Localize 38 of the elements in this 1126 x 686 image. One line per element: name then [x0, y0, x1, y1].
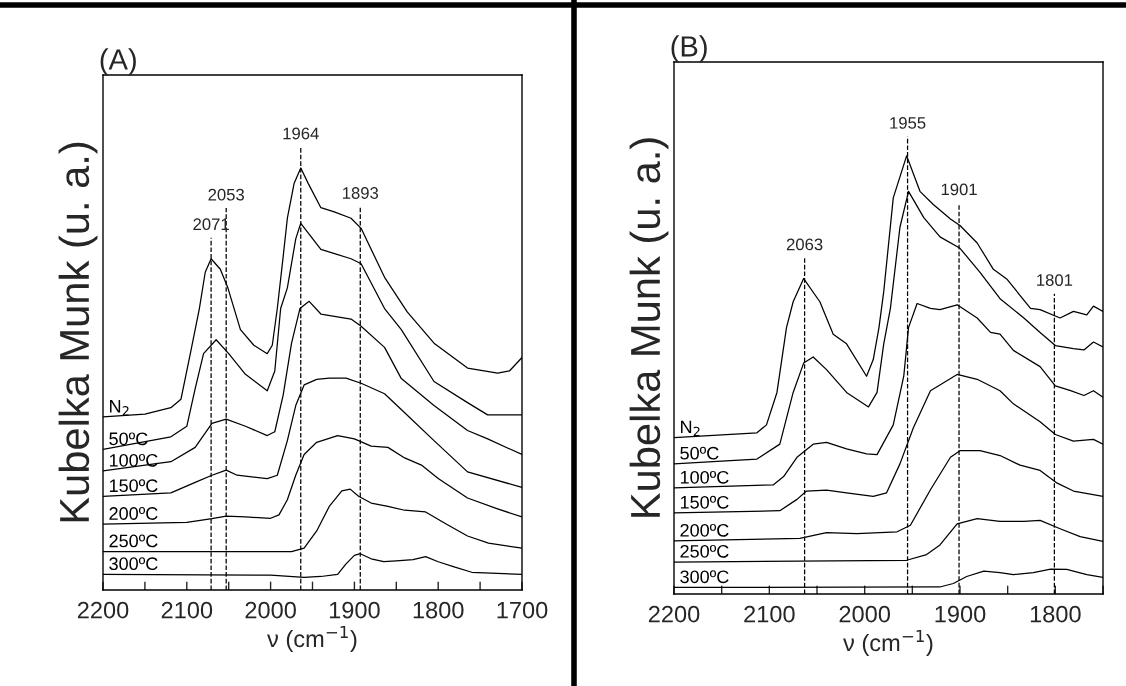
ref-line-label: 1901 — [941, 183, 977, 196]
x-tick-label: 1700 — [497, 601, 548, 619]
x-tick-label: 2000 — [245, 601, 296, 619]
ref-line-label: 1801 — [1037, 274, 1073, 286]
series-label: 100ºC — [680, 470, 729, 484]
series-label: 250ºC — [109, 534, 158, 548]
x-tick-label: 2000 — [839, 605, 891, 623]
x-tick-label: 2200 — [648, 605, 700, 623]
series-label: N$_{2}$ — [681, 420, 700, 437]
series-label: 50ºC — [680, 446, 719, 460]
x-tick-label: 2100 — [744, 605, 795, 623]
x-tick-label: 1800 — [1030, 605, 1081, 623]
series-label: 50ºC — [109, 432, 148, 446]
ref-line-label: 2071 — [193, 218, 229, 231]
ref-line-label: 1955 — [890, 116, 926, 129]
x-axis-title: ν (cm$^{−1}$) — [843, 629, 933, 656]
x-tick-label: 1800 — [413, 601, 464, 619]
x-axis-title: ν (cm$^{−1}$) — [267, 625, 357, 652]
series-label: 300ºC — [109, 557, 158, 571]
series-label: 200ºC — [109, 507, 158, 520]
x-tick-label: 2200 — [77, 601, 129, 619]
ref-line-label: 2063 — [786, 238, 823, 251]
chart-title: (A) — [100, 48, 136, 76]
series-label: 100ºC — [109, 453, 158, 467]
x-tick-label: 1900 — [935, 605, 986, 623]
chart-title: (B) — [671, 35, 707, 63]
series-label: 150ºC — [109, 479, 158, 493]
ref-line-label: 2053 — [208, 188, 244, 201]
y-axis-title: Kubelka Munk (u. a.) — [629, 138, 669, 517]
series-label: 150ºC — [680, 495, 729, 509]
series-label: 300ºC — [680, 570, 729, 584]
ref-line-label: 1964 — [283, 127, 319, 140]
series-label: 200ºC — [680, 523, 729, 537]
x-tick-label: 1900 — [329, 601, 380, 619]
series-label: 250ºC — [680, 544, 729, 558]
ref-line-label: 1893 — [343, 187, 379, 199]
y-axis-title: Kubelka Munk (u. a.) — [58, 142, 98, 522]
x-tick-label: 2100 — [161, 601, 213, 619]
